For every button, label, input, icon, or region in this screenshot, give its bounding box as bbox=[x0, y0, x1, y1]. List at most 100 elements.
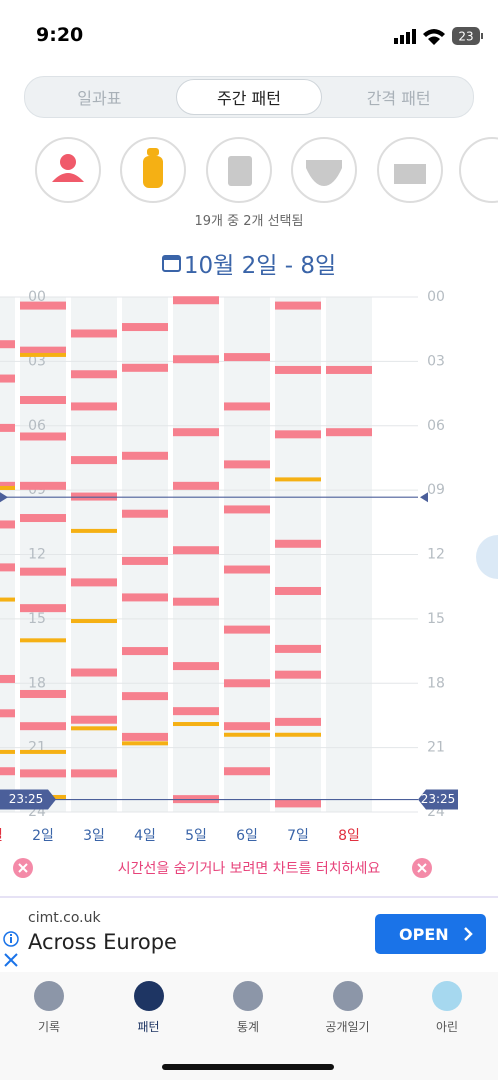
feeding-mark bbox=[71, 769, 117, 778]
nav-icon bbox=[432, 981, 462, 1011]
feeding-mark bbox=[0, 340, 15, 349]
ad-domain: cimt.co.uk bbox=[28, 910, 101, 926]
category-icons bbox=[35, 137, 498, 203]
day-label: 2일 bbox=[32, 828, 54, 844]
time-line-arrow-right bbox=[420, 492, 428, 503]
feeding-mark bbox=[0, 481, 15, 490]
feeding-mark bbox=[0, 674, 15, 683]
tab-bar: 기록 패턴 통계 공개일기 아린 bbox=[0, 972, 498, 1080]
nav-label: 기록 bbox=[37, 1020, 61, 1034]
y-tick-label-right: 21 bbox=[427, 740, 445, 756]
feeding-mark bbox=[173, 597, 219, 606]
ad-banner[interactable]: cimt.co.uk Across Europe OPEN bbox=[0, 896, 498, 973]
feeding-mark bbox=[20, 567, 66, 576]
feeding-mark bbox=[275, 717, 321, 726]
feeding-mark bbox=[173, 355, 219, 364]
feeding-mark bbox=[326, 365, 372, 374]
nav-icon bbox=[233, 981, 263, 1011]
y-tick-label-right: 09 bbox=[427, 482, 445, 498]
feeding-mark bbox=[122, 509, 168, 518]
tab[interactable]: 간격 패턴 bbox=[366, 89, 431, 108]
feeding-mark bbox=[122, 363, 168, 372]
ad-open-button[interactable]: OPEN bbox=[375, 914, 486, 954]
feeding-mark bbox=[275, 670, 321, 679]
feeding-mark bbox=[173, 546, 219, 555]
feeding-mark bbox=[71, 668, 117, 677]
day-label: 3일 bbox=[83, 828, 105, 844]
time-line-label-right: 23:25 bbox=[421, 792, 456, 806]
chart[interactable]: 0000030306060909121215151818212124241일2일… bbox=[0, 0, 498, 850]
feeding-mark bbox=[326, 428, 372, 437]
feeding-mark bbox=[71, 370, 117, 379]
y-tick-label-right: 12 bbox=[427, 547, 445, 563]
feeding-mark bbox=[0, 563, 15, 572]
feeding-mark bbox=[275, 644, 321, 653]
scroll-handle[interactable] bbox=[476, 535, 498, 579]
feeding-mark bbox=[122, 593, 168, 602]
feeding-mark bbox=[275, 586, 321, 595]
y-tick-label-left: 03 bbox=[28, 353, 46, 369]
nav-icon-shape bbox=[332, 981, 363, 1011]
feeding-mark bbox=[224, 679, 270, 688]
ad-choices[interactable] bbox=[2, 930, 20, 968]
home-indicator bbox=[162, 1064, 334, 1070]
feeding-mark bbox=[275, 365, 321, 374]
y-tick-label-left: 00 bbox=[28, 289, 46, 305]
feeding-mark bbox=[122, 732, 168, 741]
battery-level: 23 bbox=[458, 30, 473, 44]
date-range: 10월 2일 - 8일 bbox=[183, 253, 337, 279]
nav-label: 패턴 bbox=[137, 1020, 160, 1034]
feeding-mark bbox=[0, 423, 15, 432]
nav-icon-shape bbox=[432, 981, 462, 1011]
nav-label: 통계 bbox=[236, 1020, 260, 1034]
feeding-mark bbox=[224, 353, 270, 362]
bottle-mark bbox=[71, 726, 117, 731]
bottle-mark bbox=[20, 638, 66, 643]
nav-label: 공개일기 bbox=[325, 1020, 370, 1034]
feeding-mark bbox=[275, 430, 321, 439]
y-tick-label-left: 15 bbox=[28, 611, 46, 627]
tab[interactable]: 일과표 bbox=[77, 89, 122, 108]
feeding-mark bbox=[275, 301, 321, 310]
nav-icon-shape bbox=[133, 981, 164, 1011]
bottle-mark bbox=[275, 732, 321, 737]
y-tick-label-left: 12 bbox=[28, 547, 46, 563]
hint-close-icons bbox=[13, 858, 432, 878]
feeding-mark bbox=[20, 396, 66, 404]
feeding-mark bbox=[122, 451, 168, 460]
time-line-arrow-left bbox=[0, 492, 8, 503]
feeding-mark bbox=[0, 767, 15, 776]
feeding-mark bbox=[224, 565, 270, 574]
bottle-mark bbox=[224, 732, 270, 737]
ad-headline: Across Europe bbox=[28, 930, 177, 954]
feeding-mark bbox=[71, 329, 117, 338]
y-tick-label-right: 06 bbox=[427, 418, 445, 434]
chevron bbox=[463, 927, 473, 941]
feeding-mark bbox=[224, 722, 270, 731]
y-tick-label-right: 00 bbox=[427, 289, 445, 305]
feeding-mark bbox=[20, 689, 66, 698]
bottle-mark bbox=[0, 749, 15, 754]
feeding-mark bbox=[20, 346, 66, 355]
time-line-label-left: 23:25 bbox=[9, 792, 44, 806]
y-tick-label-left: 18 bbox=[28, 675, 46, 691]
feeding-mark bbox=[20, 769, 66, 778]
chart-title: 10월 2일 - 8일 bbox=[0, 246, 498, 280]
feeding-mark bbox=[173, 662, 219, 671]
nav-icon-shape bbox=[34, 981, 64, 1011]
feeding-mark bbox=[173, 296, 219, 305]
segmented-tabs: 일과표 주간 패턴 간격 패턴 bbox=[24, 76, 474, 118]
day-label: 1일 bbox=[0, 828, 3, 844]
feeding-mark bbox=[71, 402, 117, 411]
bottle-mark bbox=[275, 477, 321, 482]
feeding-mark bbox=[122, 647, 168, 656]
bottle-mark bbox=[71, 619, 117, 624]
bottle-mark bbox=[122, 741, 168, 746]
feeding-mark bbox=[122, 323, 168, 332]
tab[interactable]: 주간 패턴 bbox=[175, 79, 323, 115]
icon-more[interactable] bbox=[459, 137, 498, 203]
y-tick-label-right: 03 bbox=[427, 353, 445, 369]
feeding-mark bbox=[20, 604, 66, 613]
ad-button-label: OPEN bbox=[399, 924, 449, 944]
